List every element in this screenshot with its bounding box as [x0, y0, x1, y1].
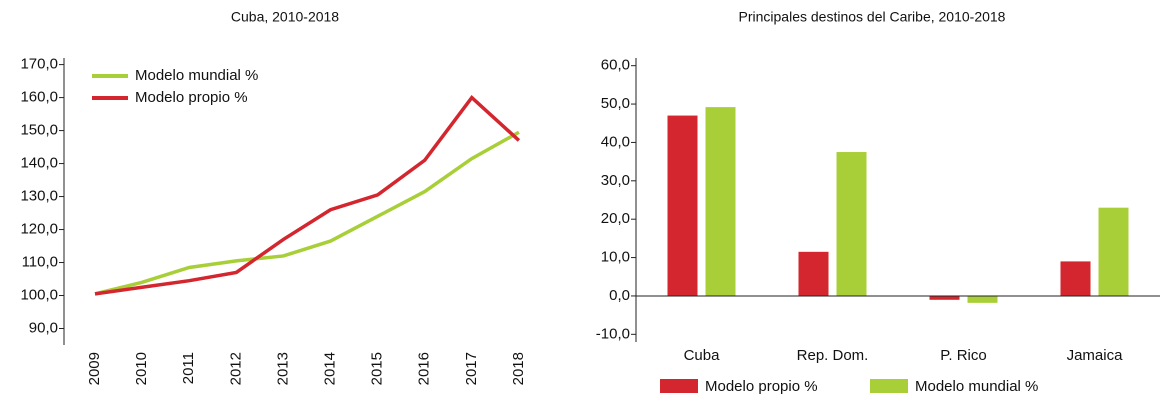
x-tick-label: 2010 [133, 352, 150, 385]
x-tick-label: 2014 [321, 352, 338, 385]
line-series [94, 130, 520, 296]
legend-label: Modelo mundial % [915, 378, 1038, 395]
y-tick-label: 20,0 [601, 210, 630, 227]
y-tick-label: 90,0 [29, 319, 58, 336]
x-tick-label: 2009 [86, 352, 103, 385]
bar [1098, 207, 1129, 296]
y-tick-label: 170,0 [20, 56, 58, 73]
y-tick-label: 140,0 [20, 155, 58, 172]
bar [1060, 261, 1091, 296]
y-tick-label: 120,0 [20, 221, 58, 238]
chart-title: Principales destinos del Caribe, 2010-20… [739, 9, 1006, 25]
y-tick-label: 50,0 [601, 95, 630, 112]
y-tick-label: 10,0 [601, 249, 630, 266]
y-tick-label: 110,0 [22, 253, 58, 270]
x-tick-label: 2012 [227, 352, 244, 385]
y-tick-label: 0,0 [609, 287, 630, 304]
bar [836, 152, 867, 296]
legend-swatch [660, 379, 698, 393]
x-tick-label: 2018 [510, 352, 527, 385]
x-tick-label: 2016 [416, 352, 433, 385]
legend-label: Modelo propio % [705, 378, 818, 395]
bar [929, 295, 960, 300]
bar [667, 115, 698, 296]
x-tick-label: Cuba [684, 347, 721, 364]
y-tick-label: 160,0 [20, 89, 58, 106]
y-tick-label: -10,0 [596, 325, 630, 342]
x-tick-label: Rep. Dom. [797, 347, 869, 364]
bar [967, 295, 998, 303]
x-tick-label: Jamaica [1067, 347, 1124, 364]
legend-label: Modelo mundial % [135, 67, 258, 84]
y-tick-label: 60,0 [601, 57, 630, 74]
x-tick-label: 2013 [274, 352, 291, 385]
line-series [94, 94, 521, 296]
legend-swatch [870, 379, 908, 393]
bar [705, 107, 736, 296]
y-tick-label: 100,0 [20, 286, 58, 303]
x-tick-label: 2017 [463, 352, 480, 385]
y-tick-label: 150,0 [20, 122, 58, 139]
y-tick-label: 30,0 [601, 172, 630, 189]
x-tick-label: P. Rico [940, 347, 986, 364]
bar [798, 251, 829, 296]
x-tick-label: 2015 [369, 352, 386, 385]
y-tick-label: 130,0 [20, 188, 58, 205]
legend-label: Modelo propio % [135, 89, 248, 106]
y-tick-label: 40,0 [601, 133, 630, 150]
chart-title: Cuba, 2010-2018 [231, 9, 339, 25]
x-tick-label: 2011 [180, 352, 197, 384]
